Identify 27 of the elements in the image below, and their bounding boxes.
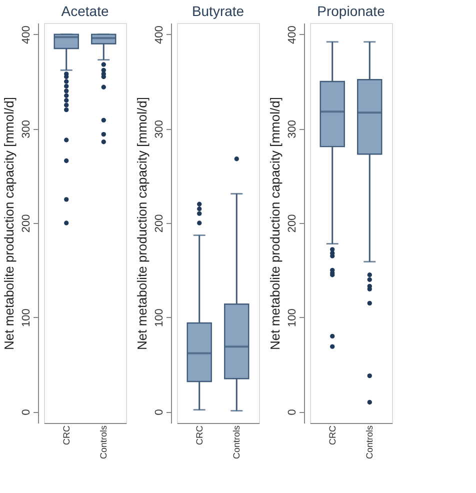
y-tick-label: 0	[154, 409, 166, 416]
y-tick-label: 400	[286, 26, 298, 44]
y-axis-title: Net metabolite production capacity [mmol/d]	[268, 97, 282, 350]
y-tick-label: 100	[286, 308, 298, 328]
chart-title: Propionate	[317, 3, 386, 19]
y-axis-title: Net metabolite production capacity [mmol/d]	[134, 97, 150, 350]
y-tick-label: 300	[154, 120, 166, 138]
chart-title: Butyrate	[192, 3, 244, 19]
x-tick-label: Controls	[364, 425, 375, 460]
y-tick-label: 200	[154, 214, 166, 233]
y-tick-label: 200	[286, 214, 298, 233]
x-tick-label: CRC	[327, 425, 338, 445]
y-tick-label: 400	[154, 26, 166, 44]
y-tick-label: 300	[286, 120, 298, 138]
y-tick-label: 300	[20, 120, 32, 138]
y-tick-label: 0	[20, 409, 32, 416]
x-tick-label: CRC	[61, 425, 72, 445]
x-tick-label: CRC	[194, 425, 204, 445]
x-tick-label: Controls	[98, 425, 109, 460]
x-tick-label: Controls	[232, 425, 242, 460]
y-tick-label: 100	[20, 308, 32, 328]
chart-title: Acetate	[61, 3, 109, 19]
y-tick-label: 200	[20, 214, 32, 233]
y-tick-label: 400	[20, 26, 32, 44]
y-axis-title: Net metabolite production capacity [mmol/d]	[2, 97, 16, 350]
y-tick-label: 100	[154, 308, 166, 328]
y-tick-label: 0	[286, 409, 298, 416]
